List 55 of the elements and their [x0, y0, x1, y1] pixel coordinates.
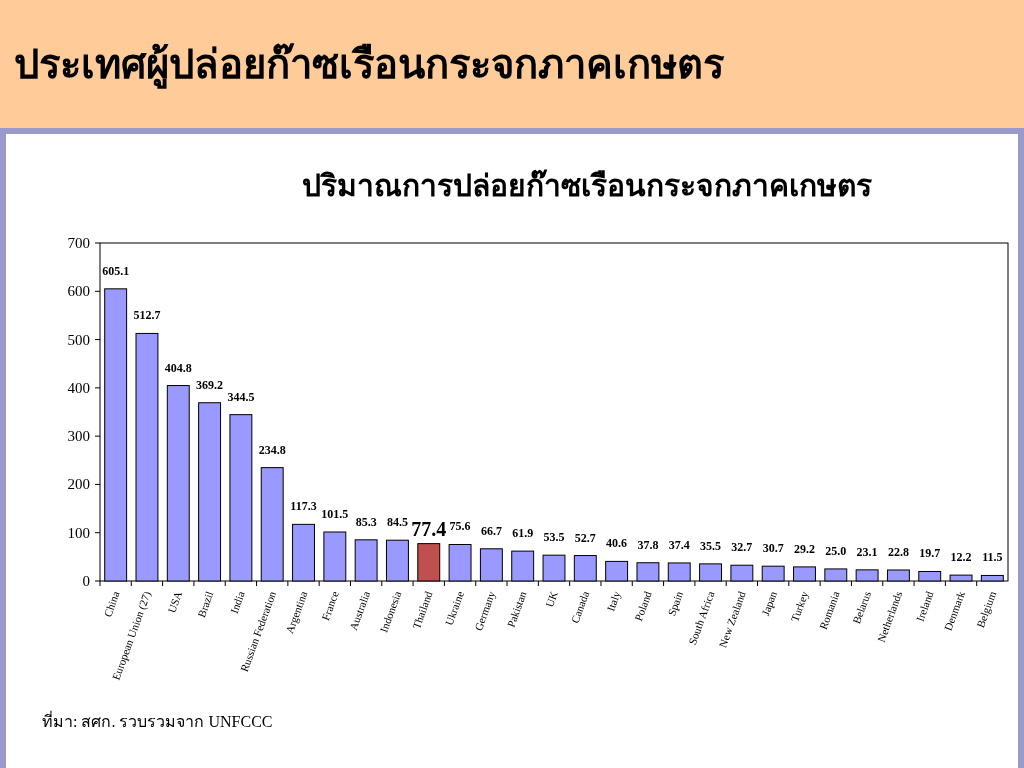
- data-label: 30.7: [762, 541, 784, 556]
- y-tick-label: 600: [67, 283, 90, 300]
- x-tick-label: Italy: [604, 589, 623, 613]
- data-label: 35.5: [700, 538, 722, 553]
- data-label: 234.8: [258, 442, 286, 457]
- data-label: 19.7: [919, 546, 941, 561]
- data-label: 23.1: [856, 544, 878, 559]
- data-label: 37.4: [668, 537, 690, 552]
- y-tick-label: 500: [67, 331, 90, 348]
- x-tick-label: Poland: [632, 589, 654, 623]
- x-tick-label: Japan: [759, 589, 780, 618]
- x-tick-label: USA: [165, 589, 185, 615]
- data-label: 605.1: [102, 263, 130, 278]
- x-tick-label: Ireland: [913, 589, 936, 623]
- x-tick-label: Belarus: [850, 589, 873, 626]
- data-label: 512.7: [133, 308, 161, 323]
- data-label: 66.7: [480, 523, 502, 538]
- y-tick-label: 300: [67, 428, 90, 445]
- data-label: 53.5: [543, 530, 565, 545]
- data-label: 101.5: [321, 506, 349, 521]
- y-tick-label: 200: [67, 476, 90, 493]
- data-label: 84.5: [386, 515, 408, 530]
- data-label: 40.6: [606, 536, 628, 551]
- data-label: 369.2: [196, 377, 224, 392]
- y-tick-label: 100: [67, 524, 90, 541]
- x-tick-label: South Africa: [686, 589, 717, 647]
- y-tick-label: 400: [67, 379, 90, 396]
- data-label: 61.9: [512, 526, 534, 541]
- chart-subtitle: ปริมาณการปล่อยก๊าซเรือนกระจกภาคเกษตร: [302, 169, 872, 202]
- x-tick-label: India: [227, 589, 247, 615]
- data-label: 22.8: [887, 544, 909, 559]
- data-label: 11.5: [982, 550, 1003, 565]
- data-label: 75.6: [449, 519, 471, 534]
- y-tick-label: 700: [67, 235, 90, 251]
- text: ที่มา: สศก. รวบรวมจาก UNFCCC: [42, 710, 273, 730]
- x-tick-label: Canada: [568, 589, 592, 625]
- data-label: 32.7: [731, 540, 753, 555]
- data-label: 344.5: [227, 389, 255, 404]
- x-tick-label: Brazil: [194, 589, 216, 619]
- data-label: 77.4: [411, 517, 447, 540]
- data-label: 404.8: [164, 360, 192, 375]
- x-tick-label: UK: [543, 589, 560, 609]
- x-tick-label: France: [319, 589, 341, 622]
- data-label: 52.7: [574, 530, 596, 545]
- data-label: 12.2: [950, 550, 972, 565]
- data-label: 85.3: [355, 514, 377, 529]
- chart-title: ประเทศผู้ปล่อยก๊าซเรือนกระจกภาคเกษตร: [14, 42, 725, 89]
- data-label: 29.2: [793, 541, 815, 556]
- data-label: 37.8: [637, 537, 659, 552]
- data-label: 25.0: [825, 543, 847, 558]
- y-tick-label: 0: [82, 573, 90, 589]
- x-tick-label: Spain: [665, 589, 686, 618]
- data-label: 117.3: [290, 499, 317, 514]
- x-tick-label: China: [101, 589, 122, 619]
- x-tick-label: Turkey: [788, 589, 811, 624]
